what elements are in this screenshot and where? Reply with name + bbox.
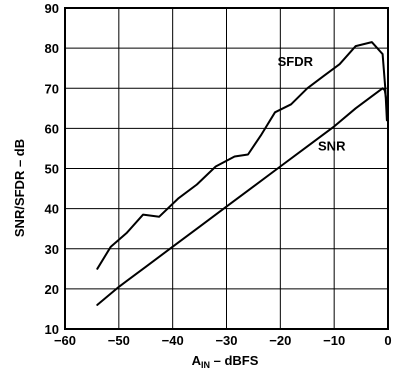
grid-lines: [65, 8, 388, 329]
series-line-snr: [96, 87, 389, 306]
plot-frame: [64, 7, 389, 330]
series-lines: [96, 41, 389, 306]
x-axis-label-main: A: [192, 353, 202, 368]
series-line-sfdr: [96, 41, 388, 270]
y-axis-label: SNR/SFDR – dB: [12, 139, 27, 237]
y-tick-label: 10: [45, 322, 59, 337]
x-axis-label-rest: – dBFS: [210, 353, 259, 368]
y-tick-label: 80: [45, 41, 59, 56]
series-labels: SFDR SNR: [278, 54, 346, 153]
y-tick-label: 20: [45, 282, 59, 297]
x-axis-label-subscript: IN: [201, 360, 210, 370]
x-tick-label: −40: [162, 333, 184, 348]
y-tick-label: 90: [45, 1, 59, 16]
y-tick-label: 60: [45, 121, 59, 136]
series-label-sfdr: SFDR: [278, 54, 314, 69]
y-tick-label: 40: [45, 202, 59, 217]
y-tick-label: 30: [45, 242, 59, 257]
x-tick-label: −30: [215, 333, 237, 348]
y-tick-label: 50: [45, 162, 59, 177]
x-tick-label: −60: [54, 333, 76, 348]
x-axis-label: AIN – dBFS: [192, 353, 259, 370]
series-label-snr: SNR: [318, 138, 346, 153]
x-tick-label: −20: [269, 333, 291, 348]
axis-ticks: −60 −50 −40 −30 −20 −10 0 10 20 30 40 50 60 70 80 90: [45, 1, 392, 348]
x-tick-label: 0: [384, 333, 391, 348]
x-tick-label: −50: [108, 333, 130, 348]
y-tick-label: 70: [45, 81, 59, 96]
x-tick-label: −10: [323, 333, 345, 348]
